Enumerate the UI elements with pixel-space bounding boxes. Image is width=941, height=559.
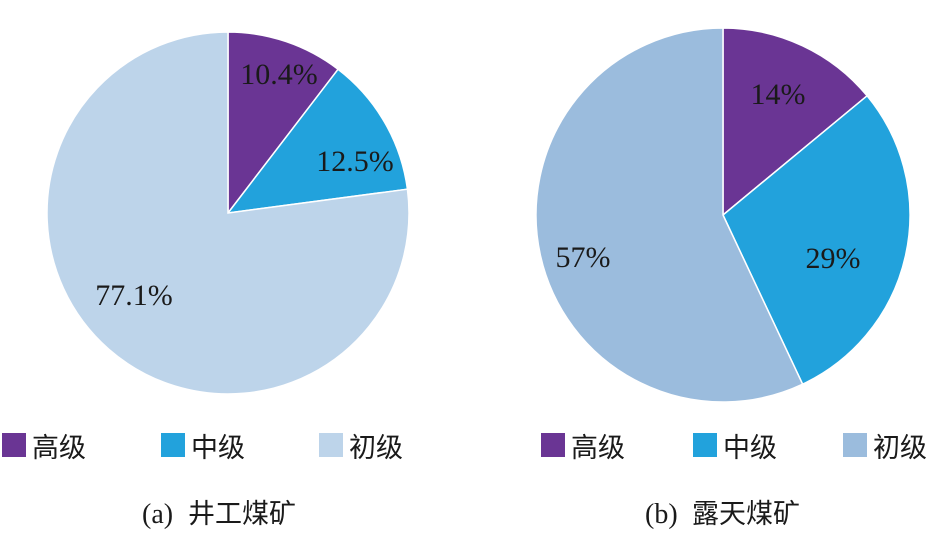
legend-label-a-2: 初级 [349, 433, 403, 464]
data-label-b-0: 14% [751, 78, 806, 111]
legend-b: 高级 中级 初级 [541, 433, 927, 464]
legend-label-a-1: 中级 [191, 433, 245, 464]
pie-slice-a-0 [227, 31, 340, 216]
pie-slice-b-1 [722, 94, 911, 386]
pie-slice-a-1 [226, 68, 409, 214]
legend-a: 高级 中级 初级 [2, 433, 403, 464]
legend-swatch-b-1 [693, 433, 717, 457]
caption-b-prefix: (b) [645, 499, 678, 530]
data-label-a-2: 77.1% [95, 279, 173, 312]
data-label-b-1: 29% [806, 242, 861, 275]
pie-chart-b: 14% 29% 57% [535, 27, 911, 403]
caption-b-text: 露天煤矿 [692, 499, 800, 530]
legend-label-a-0: 高级 [32, 433, 86, 464]
data-label-a-0: 10.4% [240, 58, 318, 91]
caption-b: (b) 露天煤矿 [645, 499, 800, 530]
pie-slice-a-2 [46, 31, 410, 395]
legend-swatch-a-0 [2, 433, 26, 457]
pie-slice-b-2 [535, 27, 804, 403]
pie-chart-a: 10.4% 12.5% 77.1% [46, 31, 410, 395]
legend-swatch-b-0 [541, 433, 565, 457]
data-label-a-1: 12.5% [316, 145, 394, 178]
legend-label-b-1: 中级 [723, 433, 777, 464]
caption-a-text: 井工煤矿 [188, 499, 296, 530]
legend-label-b-2: 初级 [873, 433, 927, 464]
legend-swatch-a-1 [161, 433, 185, 457]
data-label-b-2: 57% [556, 241, 611, 274]
legend-label-b-0: 高级 [571, 433, 625, 464]
caption-a: (a) 井工煤矿 [142, 499, 296, 530]
pie-slice-b-0 [722, 27, 869, 217]
legend-swatch-b-2 [843, 433, 867, 457]
caption-a-prefix: (a) [142, 499, 173, 530]
legend-swatch-a-2 [319, 433, 343, 457]
